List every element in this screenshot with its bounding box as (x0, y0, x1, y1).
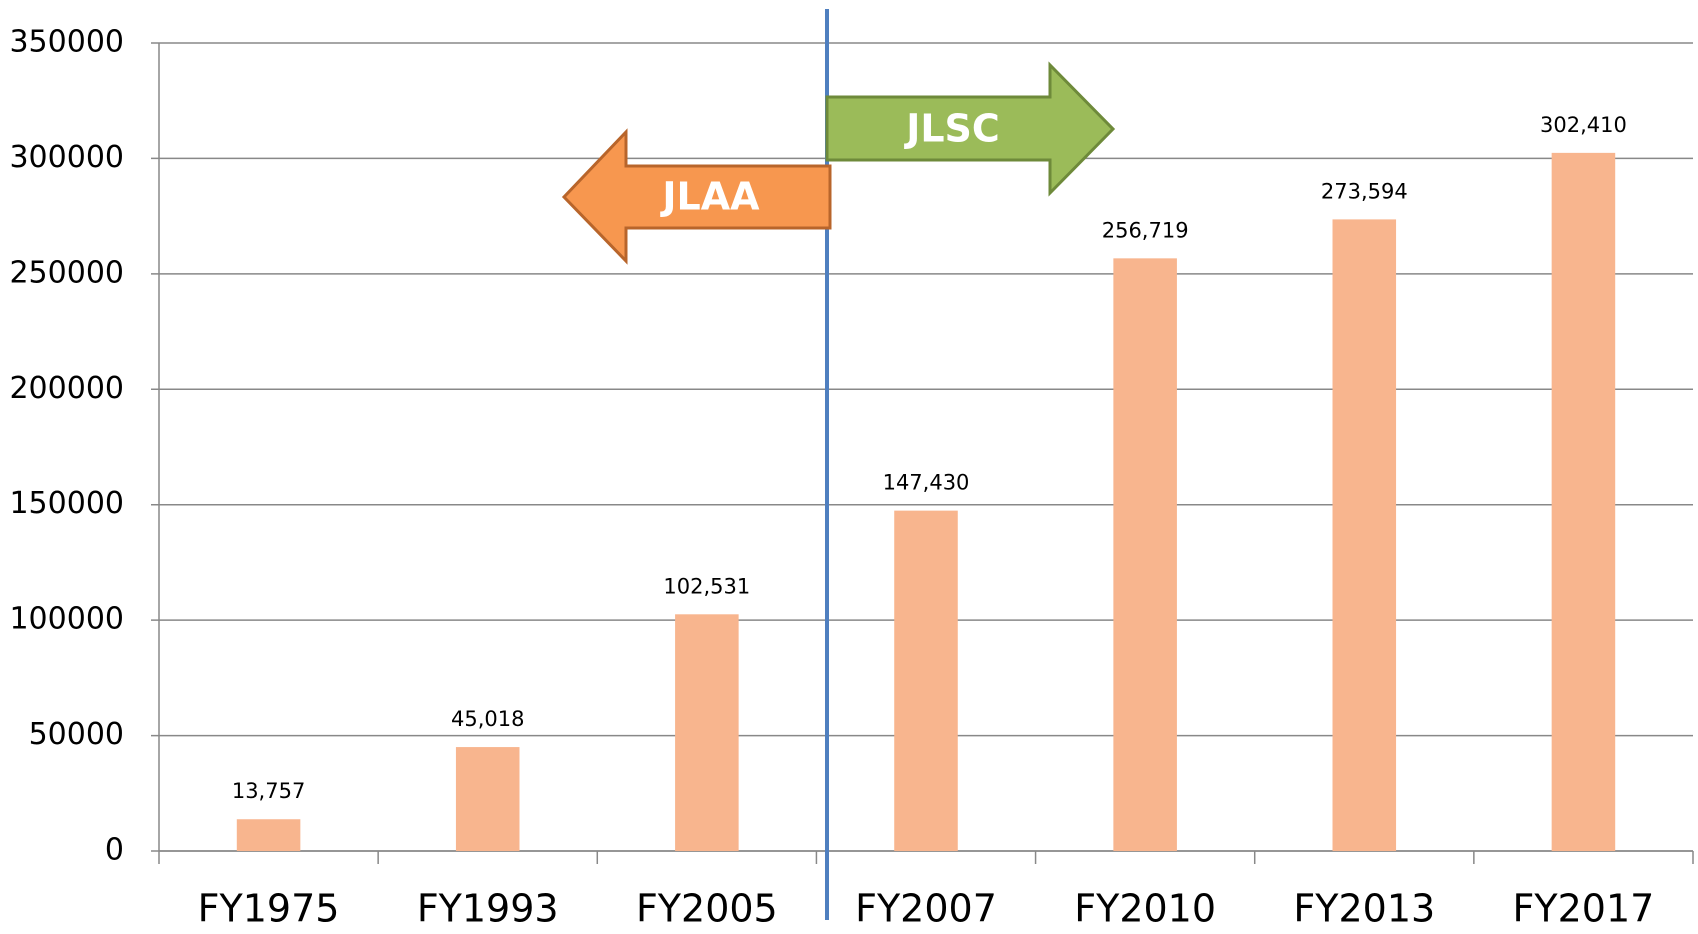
x-tick-label: FY2005 (636, 887, 778, 931)
bars: FY1975 13,757 FY1993 45,018 FY2005 102,531 FY2… (198, 113, 1655, 931)
bar (1332, 219, 1397, 852)
x-tick-label: FY1993 (417, 887, 559, 931)
annotation: JLSC (903, 107, 1000, 151)
x-tick-label: FY1975 (198, 887, 340, 931)
x-tick-label: FY2007 (855, 887, 997, 931)
annotation: JLAA (659, 175, 760, 219)
value-label: 45,018 (451, 707, 524, 731)
y-tick-label: 250000 (9, 255, 124, 290)
bar (894, 510, 958, 851)
x-tick-label: FY2013 (1293, 887, 1435, 931)
bar (236, 819, 301, 851)
y-tick-label: 350000 (9, 25, 124, 60)
value-label: 147,430 (883, 471, 970, 495)
jlsc-arrow (825, 61, 1116, 197)
y-tick-label: 0 (105, 833, 124, 868)
jlaa-arrow (561, 128, 832, 265)
y-tick-label: 50000 (29, 717, 124, 752)
value-label: 13,757 (232, 779, 305, 803)
bar (455, 747, 520, 851)
y-tick-label: 200000 (9, 371, 124, 406)
value-label: 102,531 (663, 574, 750, 598)
y-tick-label: 300000 (9, 140, 124, 175)
y-tick-label: 100000 (9, 602, 124, 637)
value-label: 302,410 (1540, 113, 1627, 137)
bar (1551, 152, 1616, 851)
x-tick-label: FY2010 (1074, 887, 1216, 931)
value-label: 256,719 (1102, 218, 1189, 242)
bar (1113, 258, 1177, 852)
value-label: 273,594 (1321, 179, 1408, 203)
x-tick-label: FY2017 (1513, 887, 1655, 931)
bar (675, 614, 739, 851)
y-tick-label: 150000 (9, 486, 124, 521)
